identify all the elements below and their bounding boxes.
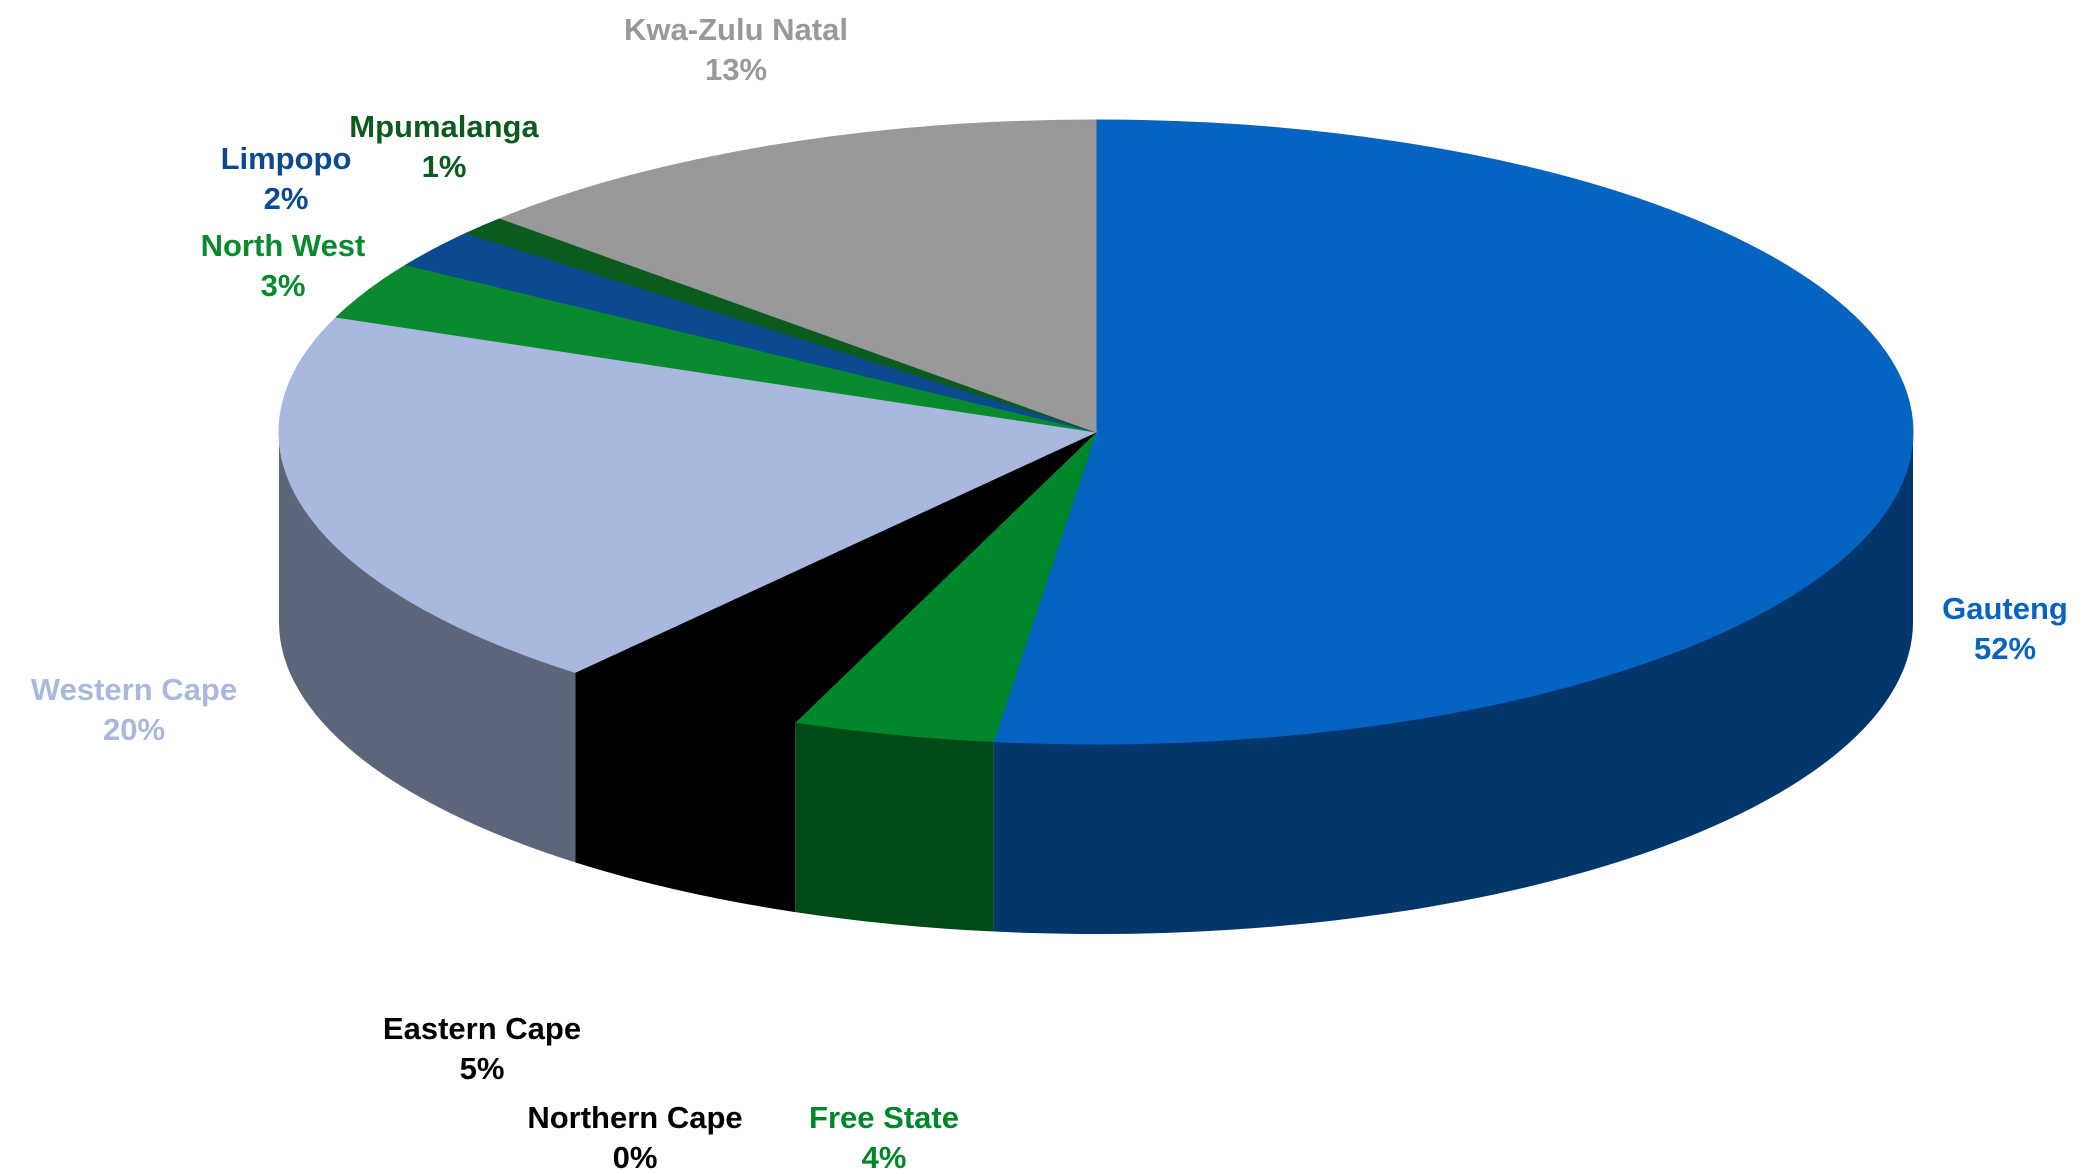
slice-label-value: 13% [705,52,767,87]
slice-label-value: 5% [460,1051,505,1086]
slice-label-value: 0% [613,1140,658,1174]
slice-label-name: Free State [809,1100,959,1135]
slice-label-name: Mpumalanga [349,109,539,144]
slice-label-value: 1% [422,149,467,184]
slice-label-name: North West [201,228,366,263]
slice [573,431,1097,723]
slice [499,119,1097,433]
slice-label-name: Limpopo [221,141,352,176]
slice-label-name: Eastern Cape [383,1011,581,1046]
slice-label-name: Western Cape [31,672,237,707]
slice-label-value: 52% [1974,631,2036,666]
slice-label-name: Northern Cape [527,1100,742,1135]
slice-label-name: Kwa-Zulu Natal [624,12,848,47]
slice-label-value: 2% [264,181,309,216]
slice-side [993,432,1913,934]
slice-label-name: Gauteng [1942,591,2068,626]
slice [278,316,1098,673]
slice-label-value: 3% [261,268,306,303]
slice [992,119,1914,745]
slice-side [279,432,576,863]
slice [794,431,1097,743]
slice-label-value: 4% [862,1140,907,1174]
slice-label-value: 20% [103,712,165,747]
slice-side [575,672,796,913]
slice-side [795,722,994,932]
